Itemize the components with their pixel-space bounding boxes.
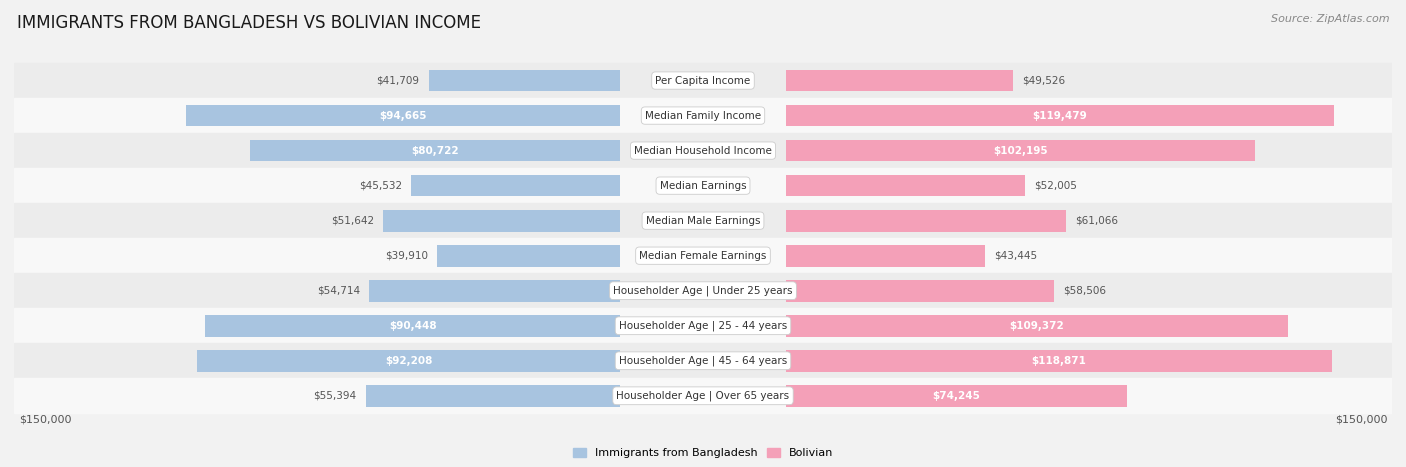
Text: $58,506: $58,506 (1063, 286, 1107, 296)
Bar (14, 133, 1392, 168)
Bar (14, 203, 1392, 238)
Text: Householder Age | Over 65 years: Householder Age | Over 65 years (616, 390, 790, 401)
Text: Per Capita Income: Per Capita Income (655, 76, 751, 85)
Bar (14, 378, 1392, 413)
Text: $39,910: $39,910 (385, 251, 427, 261)
Text: $119,479: $119,479 (1032, 111, 1087, 120)
Text: Median Male Earnings: Median Male Earnings (645, 216, 761, 226)
Text: $92,208: $92,208 (385, 356, 432, 366)
Bar (250, 140, 620, 162)
Bar (786, 245, 986, 267)
Text: $52,005: $52,005 (1033, 181, 1077, 191)
Bar (786, 210, 1066, 232)
Text: $150,000: $150,000 (1334, 415, 1388, 425)
Bar (429, 70, 620, 92)
Bar (366, 385, 620, 407)
Bar (786, 175, 1025, 197)
Bar (786, 350, 1331, 372)
Text: Median Earnings: Median Earnings (659, 181, 747, 191)
Bar (186, 105, 620, 127)
Bar (14, 308, 1392, 343)
Text: Source: ZipAtlas.com: Source: ZipAtlas.com (1271, 14, 1389, 24)
Text: Median Household Income: Median Household Income (634, 146, 772, 156)
Text: Householder Age | 25 - 44 years: Householder Age | 25 - 44 years (619, 320, 787, 331)
Text: $80,722: $80,722 (411, 146, 458, 156)
Text: $54,714: $54,714 (316, 286, 360, 296)
Text: $55,394: $55,394 (314, 391, 357, 401)
Bar (368, 280, 620, 302)
Bar (786, 70, 1014, 92)
Text: Householder Age | Under 25 years: Householder Age | Under 25 years (613, 285, 793, 296)
Text: $61,066: $61,066 (1076, 216, 1118, 226)
Text: $102,195: $102,195 (993, 146, 1047, 156)
Text: $118,871: $118,871 (1031, 356, 1085, 366)
Text: Median Female Earnings: Median Female Earnings (640, 251, 766, 261)
Text: $43,445: $43,445 (994, 251, 1038, 261)
Bar (786, 140, 1256, 162)
Legend: Immigrants from Bangladesh, Bolivian: Immigrants from Bangladesh, Bolivian (572, 448, 834, 459)
Bar (14, 238, 1392, 273)
Text: $74,245: $74,245 (932, 391, 980, 401)
Bar (205, 315, 620, 337)
Bar (14, 63, 1392, 98)
Bar (14, 168, 1392, 203)
Text: Householder Age | 45 - 64 years: Householder Age | 45 - 64 years (619, 355, 787, 366)
Text: $94,665: $94,665 (380, 111, 426, 120)
Bar (14, 273, 1392, 308)
Text: IMMIGRANTS FROM BANGLADESH VS BOLIVIAN INCOME: IMMIGRANTS FROM BANGLADESH VS BOLIVIAN I… (17, 14, 481, 32)
Text: $150,000: $150,000 (18, 415, 72, 425)
Bar (197, 350, 620, 372)
Bar (14, 98, 1392, 133)
Bar (786, 280, 1054, 302)
Bar (14, 343, 1392, 378)
Text: Median Family Income: Median Family Income (645, 111, 761, 120)
Text: $45,532: $45,532 (359, 181, 402, 191)
Bar (786, 315, 1288, 337)
Bar (384, 210, 620, 232)
Bar (437, 245, 620, 267)
Bar (786, 385, 1126, 407)
Text: $49,526: $49,526 (1022, 76, 1066, 85)
Bar (411, 175, 620, 197)
Text: $109,372: $109,372 (1010, 321, 1064, 331)
Text: $51,642: $51,642 (330, 216, 374, 226)
Text: $90,448: $90,448 (389, 321, 436, 331)
Bar (786, 105, 1334, 127)
Text: $41,709: $41,709 (377, 76, 419, 85)
